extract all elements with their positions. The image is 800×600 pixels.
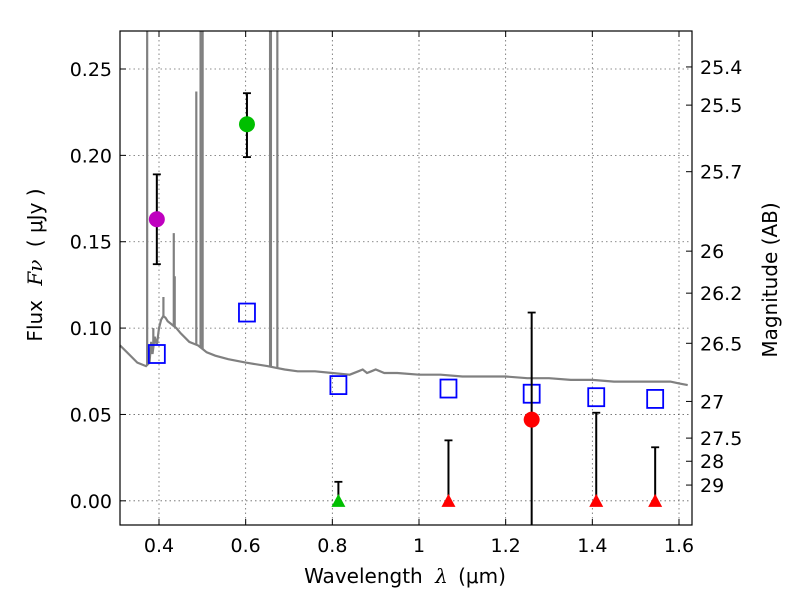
right-tick-label: 25.7 bbox=[700, 162, 742, 184]
y-axis-label-text: Flux bbox=[23, 300, 47, 342]
y-axis-label-symbol: Fν bbox=[23, 260, 47, 287]
right-tick-label: 28 bbox=[700, 451, 724, 473]
y-tick-label: 0.25 bbox=[70, 59, 112, 81]
x-tick-label: 1.6 bbox=[664, 535, 694, 557]
right-tick-label: 27.5 bbox=[700, 428, 742, 450]
model-photometry-square bbox=[587, 387, 606, 408]
x-tick-label: 1.4 bbox=[577, 535, 607, 557]
x-tick-label: 0.8 bbox=[317, 535, 347, 557]
upper-limit-triangle bbox=[441, 493, 456, 507]
right-tick-label: 29 bbox=[700, 475, 724, 497]
model-photometry-square bbox=[147, 344, 166, 364]
right-tick-label: 27 bbox=[700, 391, 724, 413]
detection-point bbox=[523, 411, 540, 428]
model-photometry-square bbox=[329, 375, 348, 395]
x-axis-label: Wavelength λ (μm) bbox=[304, 564, 506, 588]
upper-limit-triangle bbox=[331, 493, 346, 507]
right-tick-label: 26.2 bbox=[700, 283, 742, 305]
x-tick-label: 0.4 bbox=[144, 535, 174, 557]
right-tick-label: 26.5 bbox=[700, 333, 742, 355]
ticks-layer: 0.4 0.6 0.8 1 1.2 1.4 1.6 0.00 0.05 0.10 0.15 0.20 0… bbox=[70, 31, 742, 557]
upper-limit-triangle bbox=[648, 493, 663, 507]
model-photometry-square bbox=[439, 378, 458, 399]
y-axis-label: Flux Fν ( μJy ) bbox=[23, 188, 47, 341]
model-photometry-square bbox=[646, 389, 665, 409]
y-tick-label: 0.05 bbox=[70, 404, 112, 426]
y-tick-label: 0.10 bbox=[70, 318, 112, 340]
right-tick-label: 25.5 bbox=[700, 95, 742, 117]
x-tick-label: 0.6 bbox=[231, 535, 261, 557]
plot-frame bbox=[119, 30, 693, 526]
x-tick-label: 1 bbox=[413, 535, 425, 557]
grid-layer bbox=[120, 31, 692, 525]
y-axis-label-unit: ( μJy ) bbox=[23, 188, 47, 247]
spectrum-layer bbox=[119, 31, 688, 387]
y-tick-label: 0.20 bbox=[70, 145, 112, 167]
right-tick-label: 26 bbox=[700, 241, 724, 263]
detection-point bbox=[148, 211, 165, 228]
right-axis-label: Magnitude (AB) bbox=[758, 202, 782, 357]
y-tick-label: 0.00 bbox=[70, 491, 112, 513]
points-layer bbox=[147, 92, 665, 525]
right-tick-label: 25.4 bbox=[700, 57, 742, 79]
x-axis-label-unit: (μm) bbox=[458, 564, 506, 588]
y-tick-label: 0.15 bbox=[70, 232, 112, 254]
model-photometry-square bbox=[238, 302, 256, 323]
spectrum-continuum bbox=[119, 314, 688, 387]
x-tick-label: 1.2 bbox=[491, 535, 521, 557]
upper-limit-triangle bbox=[589, 493, 604, 507]
x-axis-label-symbol: λ bbox=[434, 564, 448, 588]
x-axis-label-text: Wavelength bbox=[304, 564, 423, 588]
detection-point bbox=[238, 116, 255, 133]
